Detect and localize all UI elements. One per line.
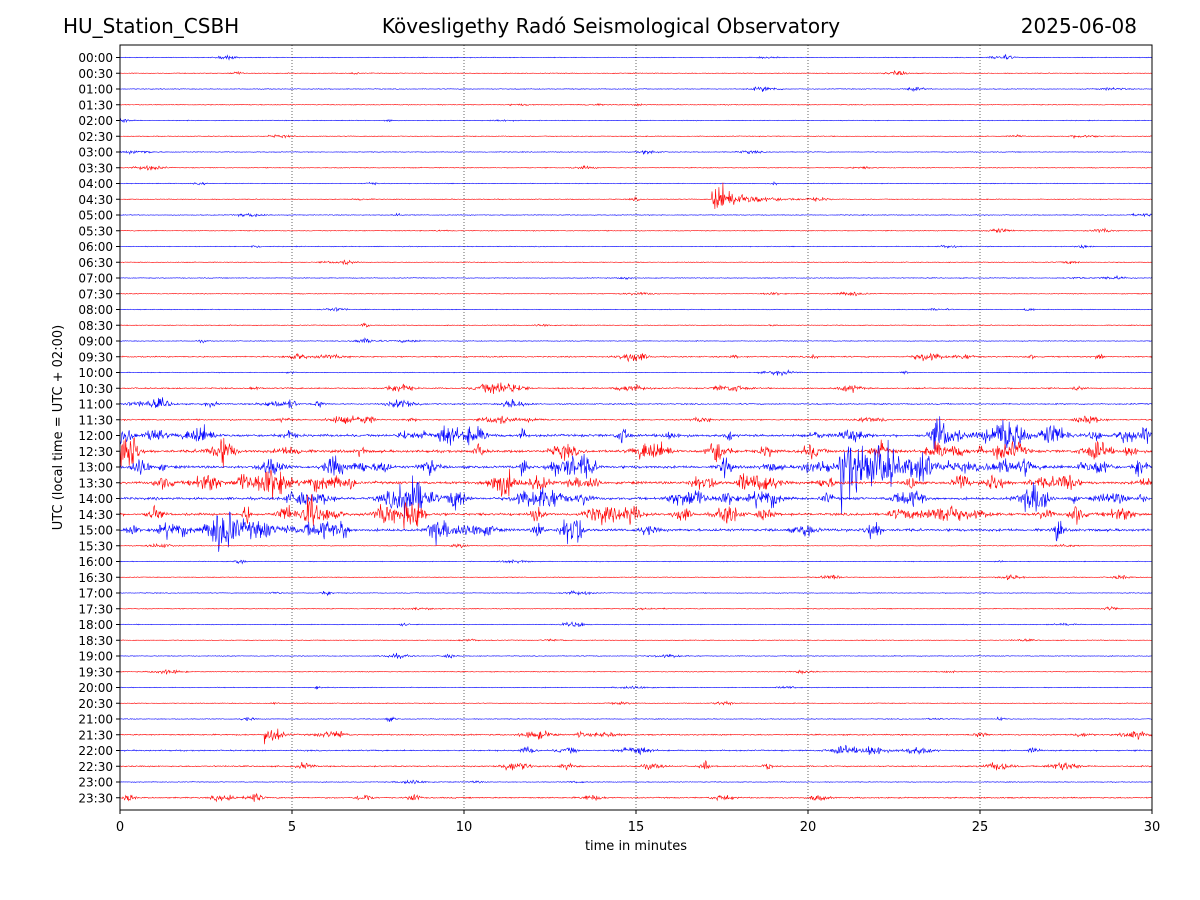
y-tick-label: 09:30 <box>78 350 113 364</box>
y-tick-label: 08:00 <box>78 303 113 317</box>
y-tick-label: 11:00 <box>78 398 113 412</box>
y-tick-label: 12:30 <box>78 445 113 459</box>
y-tick-label: 00:30 <box>78 67 113 81</box>
y-tick-label: 10:30 <box>78 382 113 396</box>
trace-1530 <box>119 542 1153 549</box>
trace-2130 <box>119 728 1153 745</box>
trace-0100 <box>119 86 1153 92</box>
y-tick-label: 05:30 <box>78 224 113 238</box>
y-tick-label: 15:00 <box>78 524 113 538</box>
y-tick-label: 20:30 <box>78 697 113 711</box>
y-tick-label: 06:00 <box>78 240 113 254</box>
y-tick-label: 19:00 <box>78 650 113 664</box>
trace-1300 <box>119 439 1153 514</box>
y-tick-label: 04:30 <box>78 193 113 207</box>
y-tick-label: 18:30 <box>78 634 113 648</box>
grid-layer <box>291 45 981 810</box>
trace-0330 <box>119 164 1153 171</box>
y-tick-label: 13:30 <box>78 476 113 490</box>
trace-0700 <box>119 275 1153 280</box>
y-tick-label: 03:30 <box>78 161 113 175</box>
y-tick-label: 04:00 <box>78 177 113 191</box>
trace-1700 <box>119 590 1153 597</box>
y-tick-label: 17:30 <box>78 602 113 616</box>
y-tick-label: 15:30 <box>78 539 113 553</box>
trace-1630 <box>119 573 1153 581</box>
trace-0630 <box>119 259 1153 266</box>
y-tick-label: 07:00 <box>78 272 113 286</box>
trace-1100 <box>119 397 1153 409</box>
x-axis-label: time in minutes <box>585 839 687 854</box>
y-tick-label: 23:30 <box>78 791 113 805</box>
trace-0300 <box>119 149 1153 155</box>
x-tick-label: 10 <box>456 820 473 835</box>
trace-2300 <box>119 779 1153 785</box>
trace-0500 <box>119 212 1153 218</box>
trace-0900 <box>119 337 1153 344</box>
y-tick-label: 14:30 <box>78 508 113 522</box>
y-tick-label: 05:00 <box>78 209 113 223</box>
y-tick-label: 12:00 <box>78 429 113 443</box>
trace-2230 <box>119 760 1153 771</box>
y-tick-label: 18:00 <box>78 618 113 632</box>
y-tick-label: 09:00 <box>78 335 113 349</box>
y-tick-label: 02:00 <box>78 114 113 128</box>
y-tick-label: 01:30 <box>78 98 113 112</box>
trace-0530 <box>119 227 1153 234</box>
trace-0030 <box>119 70 1153 76</box>
x-axis: 0 5 10 15 20 25 30 <box>116 810 1160 835</box>
y-tick-label: 07:30 <box>78 287 113 301</box>
y-tick-label: 17:00 <box>78 587 113 601</box>
trace-0730 <box>119 291 1153 297</box>
y-tick-label: 02:30 <box>78 130 113 144</box>
y-tick-label: 23:00 <box>78 776 113 790</box>
station-name: HU_Station_CSBH <box>63 14 240 38</box>
trace-2330 <box>119 792 1153 803</box>
y-tick-label: 16:00 <box>78 555 113 569</box>
y-tick-label: 21:30 <box>78 728 113 742</box>
trace-2100 <box>119 716 1153 723</box>
y-tick-label: 01:00 <box>78 83 113 97</box>
y-tick-label: 06:30 <box>78 256 113 270</box>
plot-date: 2025-06-08 <box>1020 14 1137 38</box>
x-tick-label: 25 <box>972 820 989 835</box>
y-tick-label: 21:00 <box>78 713 113 727</box>
y-tick-label: 22:00 <box>78 744 113 758</box>
y-tick-label: 22:30 <box>78 760 113 774</box>
x-tick-label: 15 <box>628 820 645 835</box>
y-tick-label: 20:00 <box>78 681 113 695</box>
y-tick-label: 10:00 <box>78 366 113 380</box>
trace-1230 <box>119 437 1153 469</box>
observatory-title: Kövesligethy Radó Seismological Observat… <box>381 14 841 38</box>
y-tick-label: 13:00 <box>78 461 113 475</box>
trace-0230 <box>120 134 1153 140</box>
x-tick-label: 20 <box>800 820 817 835</box>
y-tick-label: 03:00 <box>78 146 113 160</box>
x-tick-label: 30 <box>1144 820 1161 835</box>
y-axis-label: UTC (local time = UTC + 02:00) <box>51 325 66 530</box>
trace-1830 <box>119 638 1153 642</box>
trace-1030 <box>119 382 1153 394</box>
y-tick-label: 08:30 <box>78 319 113 333</box>
y-tick-label: 19:30 <box>78 665 113 679</box>
y-tick-label: 00:00 <box>78 51 113 65</box>
y-tick-label: 14:00 <box>78 492 113 506</box>
trace-2030 <box>119 700 1153 706</box>
trace-0830 <box>119 322 1153 328</box>
trace-1900 <box>119 652 1153 659</box>
trace-layer <box>119 53 1153 803</box>
x-tick-label: 5 <box>288 820 296 835</box>
y-tick-label: 16:30 <box>78 571 113 585</box>
x-tick-label: 0 <box>116 820 124 835</box>
y-tick-label: 11:30 <box>78 413 113 427</box>
trace-1130 <box>119 415 1153 425</box>
